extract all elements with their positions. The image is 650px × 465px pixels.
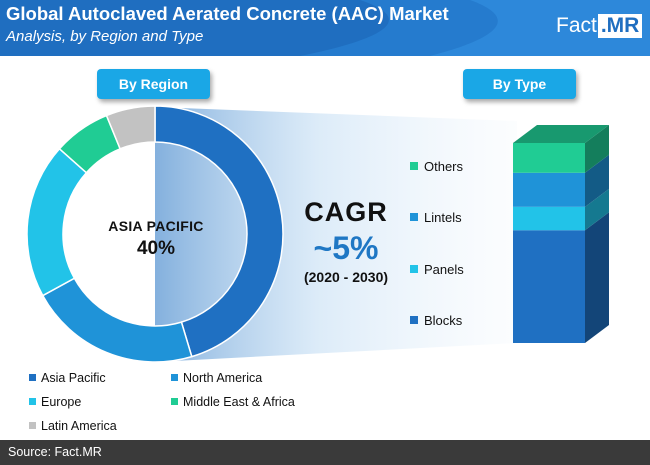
legend-swatch xyxy=(171,374,178,381)
by-region-button[interactable]: By Region xyxy=(97,69,210,99)
type-legend-item: Panels xyxy=(410,262,464,277)
legend-swatch xyxy=(29,398,36,405)
legend-swatch xyxy=(410,265,418,273)
type-legend-item: Lintels xyxy=(410,210,462,225)
header-decoration xyxy=(300,0,650,56)
region-legend-item: Asia Pacific xyxy=(29,371,106,385)
type-legend-label: Others xyxy=(424,159,464,174)
region-legend-item: Europe xyxy=(29,395,81,409)
type-legend-label: Blocks xyxy=(424,313,463,328)
cagr-value: ~5% xyxy=(313,230,379,266)
chart-subtitle: Analysis, by Region and Type xyxy=(6,28,204,45)
donut-center-label: ASIA PACIFIC 40% xyxy=(98,218,214,260)
type-legend-label: Lintels xyxy=(424,210,462,225)
bar-top-cap xyxy=(513,125,609,143)
donut-slice-europe xyxy=(26,147,88,297)
region-legend-label: North America xyxy=(183,371,263,385)
bar-segment-others xyxy=(513,143,585,173)
factmr-logo: Fact .MR xyxy=(556,14,643,38)
logo-box-text: .MR xyxy=(597,14,643,38)
chart-title: Global Autoclaved Aerated Concrete (AAC)… xyxy=(6,3,449,24)
cagr-period: (2020 - 2030) xyxy=(303,269,389,285)
region-legend-label: Middle East & Africa xyxy=(183,395,295,409)
region-legend-label: Asia Pacific xyxy=(41,371,106,385)
cagr-label: CAGR xyxy=(304,197,388,227)
bar-side-blocks xyxy=(585,212,609,343)
legend-swatch xyxy=(410,316,418,324)
donut-slice-asia-pacific xyxy=(154,105,284,358)
bar-segment-blocks xyxy=(513,230,585,343)
region-legend-item: North America xyxy=(171,371,262,385)
region-legend-item: Middle East & Africa xyxy=(171,395,295,409)
bar-side-lintels xyxy=(585,154,609,207)
by-type-button[interactable]: By Type xyxy=(463,69,576,99)
region-legend-label: Latin America xyxy=(41,419,117,433)
legend-swatch xyxy=(171,398,178,405)
region-donut-chart xyxy=(26,105,284,363)
bar-side-panels xyxy=(585,188,609,231)
bar-side-others xyxy=(585,125,609,173)
source-note: Source: Fact.MR xyxy=(8,445,102,459)
legend-swatch xyxy=(29,374,36,381)
type-legend-item: Others xyxy=(410,159,463,174)
type-stacked-bar xyxy=(513,125,609,343)
footer-bar: Source: Fact.MR xyxy=(0,440,650,465)
center-region-share: 40% xyxy=(136,238,176,259)
bar-segment-panels xyxy=(513,206,585,231)
logo-text: Fact xyxy=(556,14,597,37)
legend-swatch xyxy=(29,422,36,429)
region-legend-label: Europe xyxy=(41,395,82,409)
header-banner: Global Autoclaved Aerated Concrete (AAC)… xyxy=(0,0,650,56)
legend-swatch xyxy=(410,213,418,221)
type-legend-item: Blocks xyxy=(410,313,462,328)
legend-swatch xyxy=(410,162,418,170)
type-legend-label: Panels xyxy=(424,262,464,277)
center-region-name: ASIA PACIFIC xyxy=(108,218,204,234)
donut-slice-latin-america xyxy=(105,105,156,150)
region-legend-item: Latin America xyxy=(29,419,117,433)
bar-segment-lintels xyxy=(513,172,585,207)
cagr-block: CAGR ~5% (2020 - 2030) xyxy=(276,197,416,285)
